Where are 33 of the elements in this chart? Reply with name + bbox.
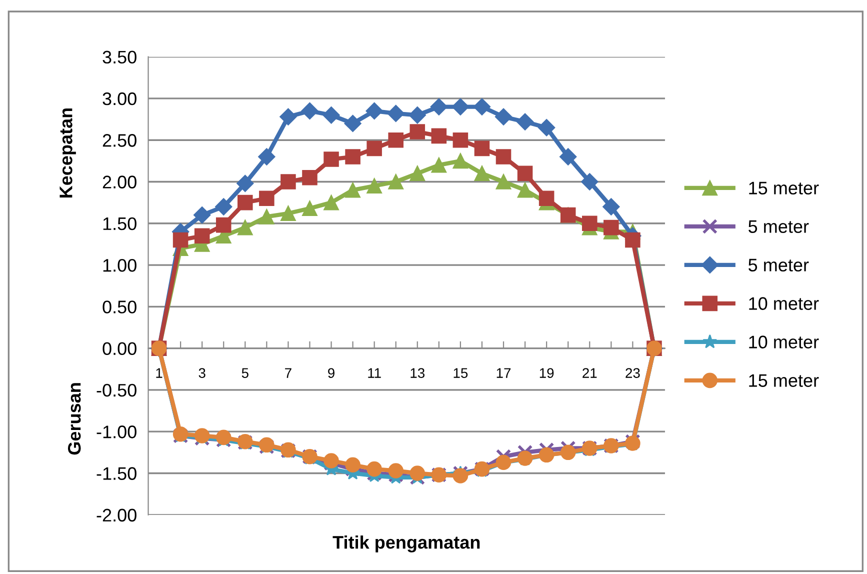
y-tick-label: 0.00 (102, 342, 136, 356)
y-tick-label: 0.50 (102, 300, 136, 314)
x-tick-label: 13 (410, 368, 425, 378)
x-tick-label: 1 (156, 368, 162, 378)
x-tick-label: 23 (626, 368, 640, 378)
y-tick-label: -1.00 (96, 426, 136, 438)
x-tick-label: 9 (328, 368, 334, 378)
x-tick-label: 21 (582, 368, 597, 378)
y-tick-label: 2.00 (102, 176, 136, 188)
y-tick-label: -1.50 (96, 467, 136, 480)
legend-label: 5 meter (748, 258, 809, 272)
y-tick-label: 3.00 (102, 92, 136, 106)
y-tick-label: 3.50 (102, 50, 136, 64)
x-tick-label: 17 (496, 368, 511, 378)
x-tick-label: 15 (454, 368, 468, 378)
y-tick-label: -0.50 (96, 384, 136, 397)
x-tick-label: 19 (540, 368, 554, 378)
x-axis-title: Titik pengamatan (332, 535, 480, 552)
y-tick-label: 1.50 (103, 217, 136, 230)
legend-label: 10 meter (749, 336, 819, 348)
x-tick-label: 3 (198, 368, 206, 378)
x-tick-label: 5 (242, 368, 248, 378)
y-tick-label: 2.50 (102, 134, 136, 147)
x-tick-label: 11 (368, 368, 381, 378)
y-axis-title: Kecepatan (60, 108, 76, 198)
legend-label: 10 meter (749, 297, 819, 310)
text: Gerusan (68, 383, 81, 455)
legend-label: 15 meter (749, 182, 819, 194)
legend-label: 15 meter (749, 374, 819, 387)
y-tick-label: -2.00 (96, 508, 136, 522)
x-tick-label: 7 (285, 368, 292, 378)
y-tick-label: 1.00 (103, 258, 136, 272)
legend-label: 5 meter (748, 220, 809, 233)
